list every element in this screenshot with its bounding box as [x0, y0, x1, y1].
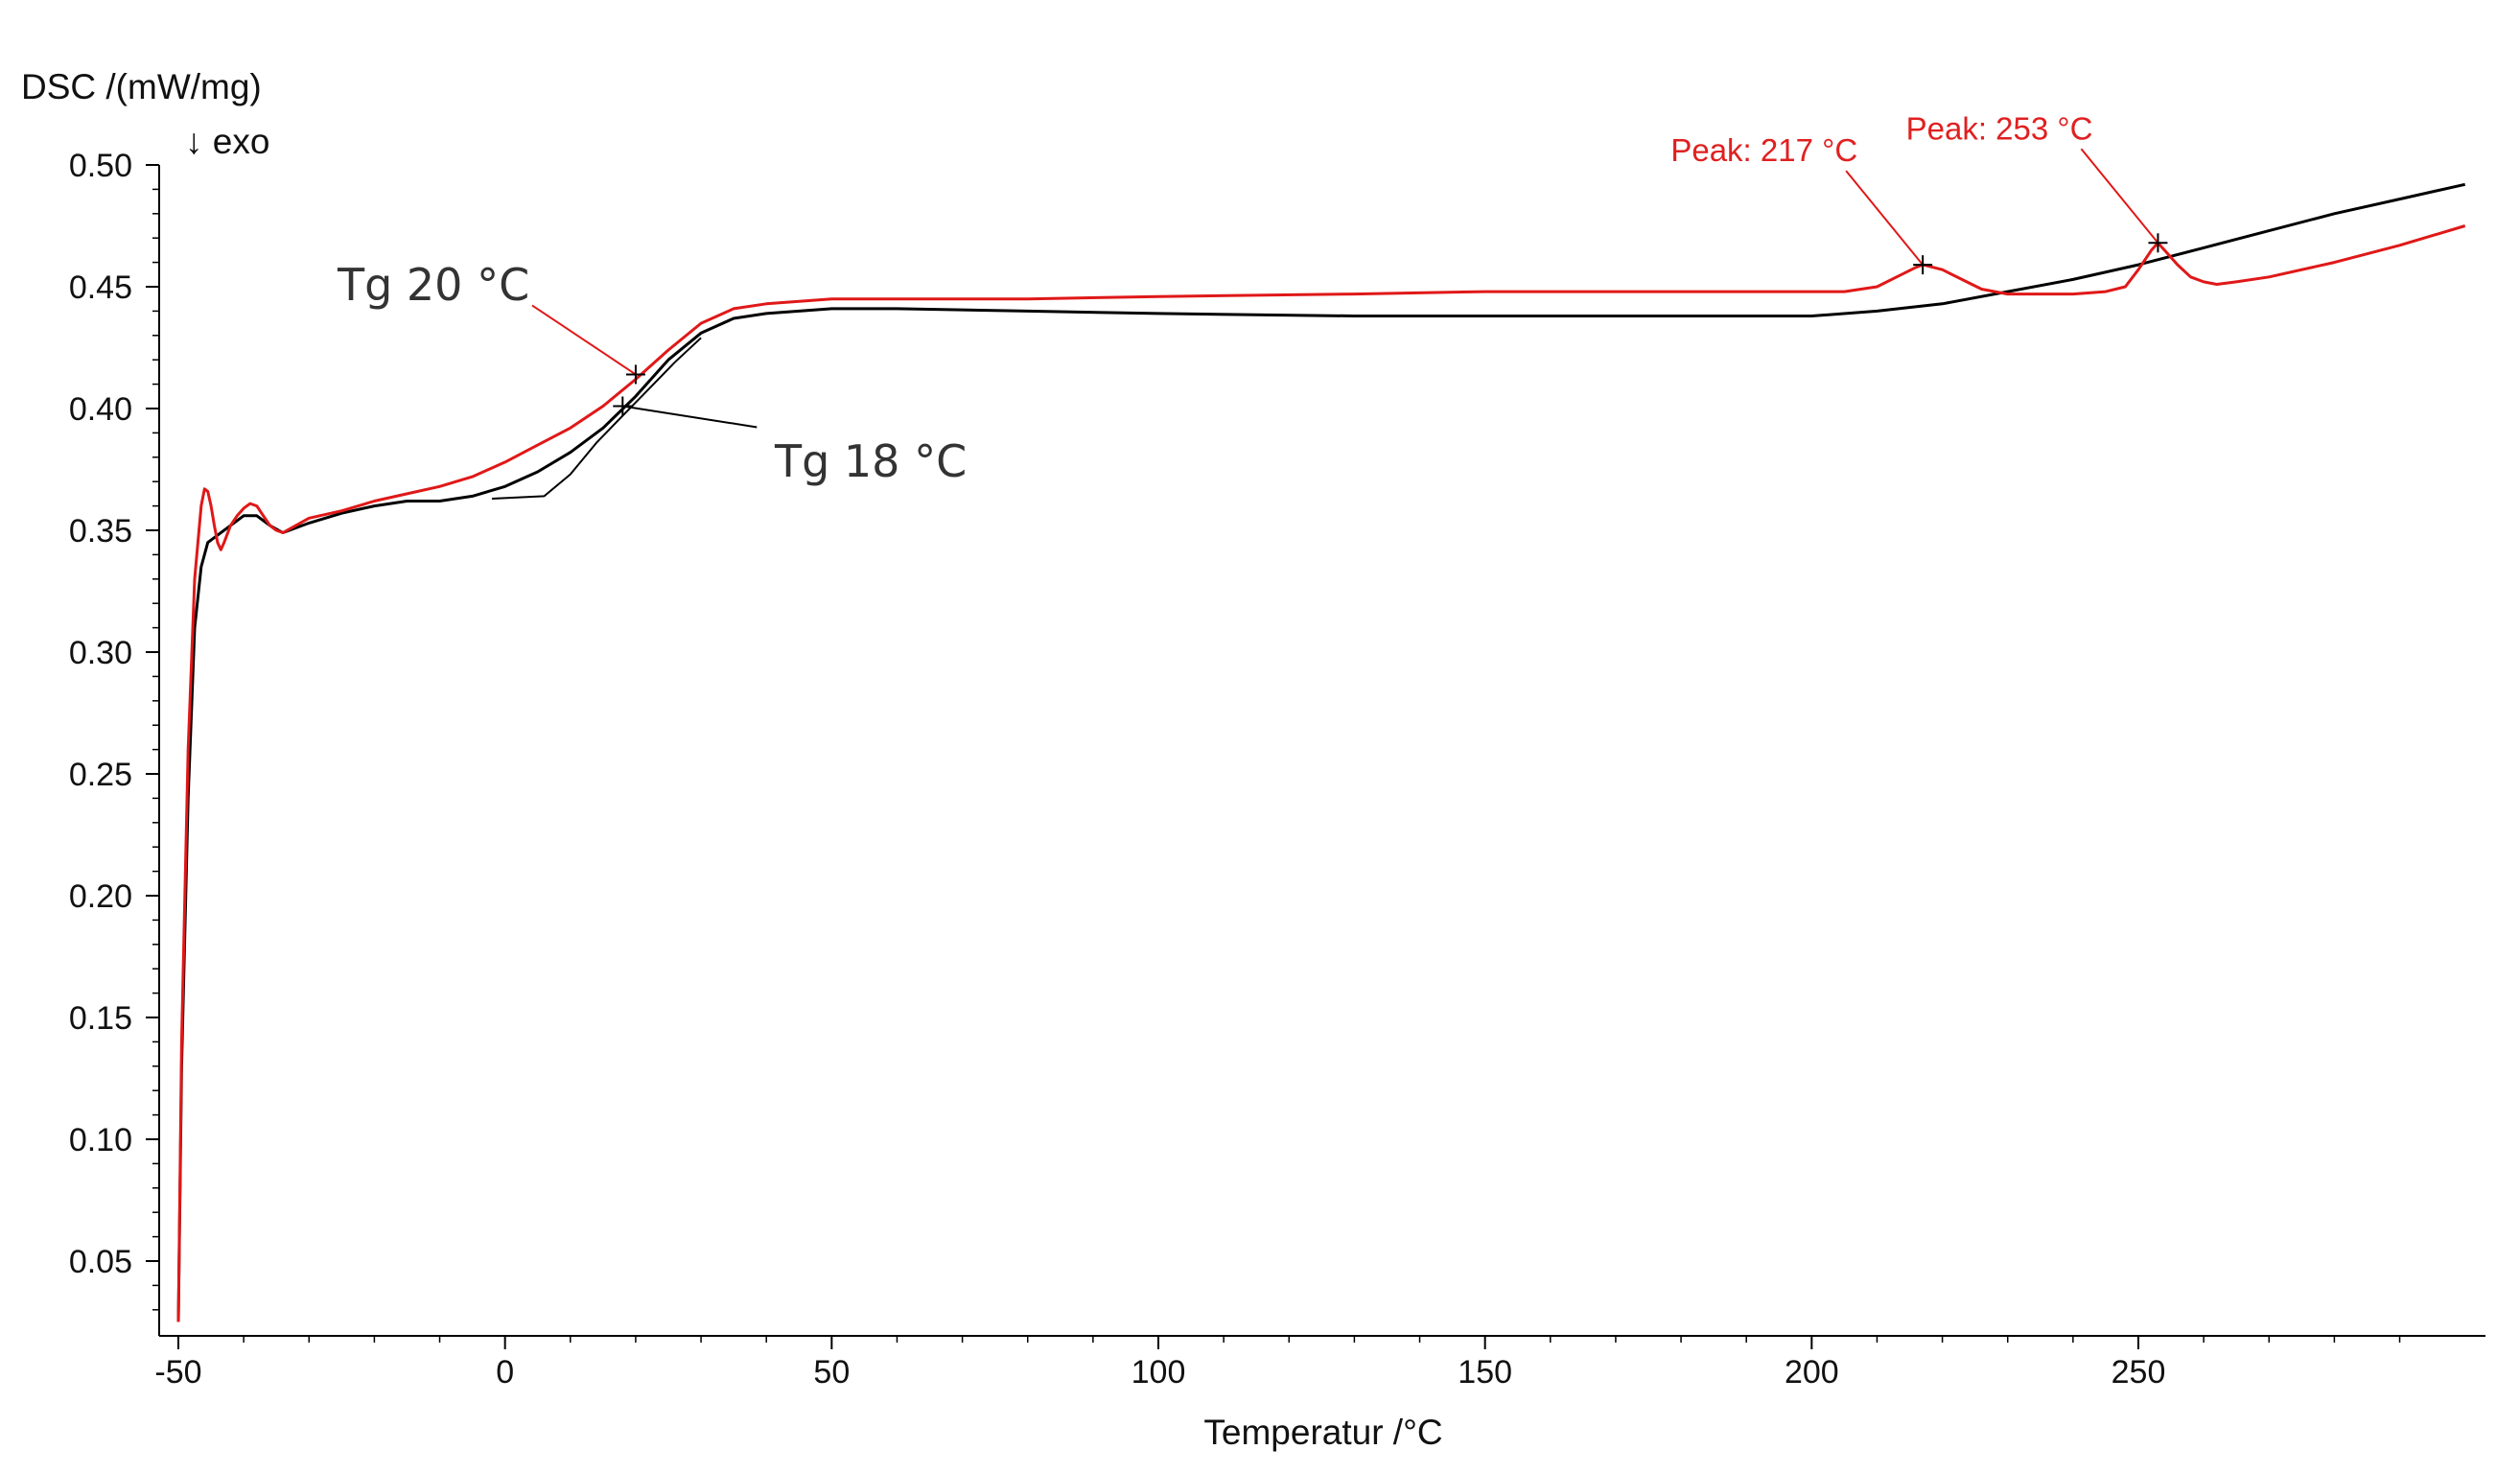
- x-tick-label: 250: [2112, 1354, 2166, 1391]
- y-tick-label: 0.10: [69, 1122, 132, 1158]
- y-tick-label: 0.30: [69, 635, 132, 671]
- y-tick-label: 0.35: [69, 513, 132, 549]
- series-line-black: [176, 182, 2466, 1322]
- y-tick-label: 0.25: [69, 757, 132, 793]
- y-tick-label: 0.20: [69, 878, 132, 915]
- y-tick-label: 0.05: [69, 1244, 132, 1280]
- y-tick-label: 0.15: [69, 1000, 132, 1037]
- tg-pointer-red: [531, 304, 637, 376]
- peak-pointer: [2080, 148, 2159, 244]
- tg-label: Tg 18 °C: [774, 435, 967, 487]
- y-tick-label: 0.50: [69, 148, 132, 184]
- x-tick-label: -50: [154, 1354, 201, 1391]
- series-lines: [176, 182, 2466, 1322]
- x-tick-label: 0: [496, 1354, 514, 1391]
- y-axis-title: DSC /(mW/mg): [21, 67, 262, 106]
- tg-label: Tg 20 °C: [337, 259, 529, 311]
- y-tick-label: 0.40: [69, 391, 132, 428]
- tick-labels: -50 0 50 100 150 200 250 0.50 0.45 0.40 0.35 0.30 0.…: [69, 148, 2166, 1391]
- annotations: Tg 20 °C Tg 18 °C Peak: 217 °C Peak: 253 °C: [337, 110, 2168, 487]
- y-tick-label: 0.45: [69, 269, 132, 306]
- peak-label: Peak: 217 °C: [1670, 132, 1857, 168]
- peak-label: Peak: 253 °C: [1906, 110, 2093, 146]
- x-tick-label: 150: [1458, 1354, 1512, 1391]
- x-axis-title: Temperatur /°C: [1203, 1413, 1442, 1452]
- series-line-black-reference-tangent: [491, 337, 702, 500]
- x-tick-label: 200: [1785, 1354, 1839, 1391]
- tick-marks: [146, 164, 2401, 1349]
- x-tick-label: 100: [1132, 1354, 1186, 1391]
- x-tick-label: 50: [813, 1354, 850, 1391]
- exo-direction-label: ↓ exo: [185, 122, 269, 161]
- tg-pointer-black: [622, 405, 758, 429]
- series-line-red: [176, 224, 2466, 1322]
- peak-pointer: [1845, 170, 1924, 266]
